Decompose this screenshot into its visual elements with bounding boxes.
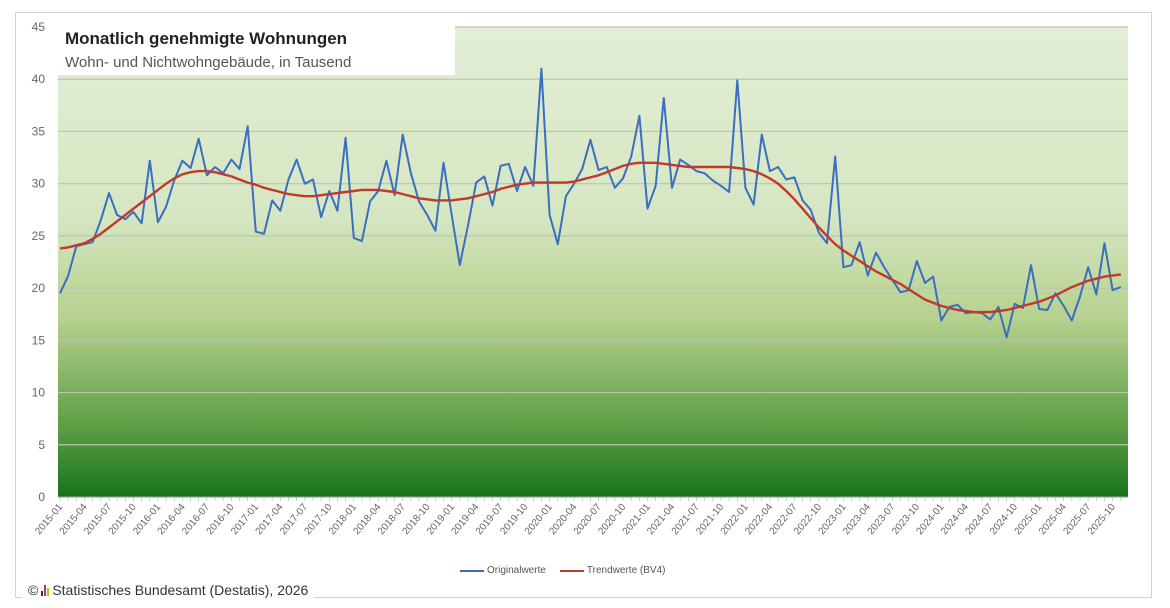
y-tick-label: 25 [32,229,46,243]
legend-label: Originalwerte [487,565,546,576]
plot-area [58,27,1128,497]
y-tick-label: 40 [32,72,46,86]
legend-swatch-red [559,569,584,572]
y-tick-label: 35 [32,124,46,138]
chart-title: Monatlich genehmigte Wohnungen [65,29,348,48]
title-box: Monatlich genehmigte Wohnungen Wohn- und… [58,26,455,75]
legend-label: Trendwerte (BV4) [586,565,666,576]
y-tick-label: 5 [38,438,45,452]
y-tick-label: 0 [38,490,45,504]
legend: Originalwerte Trendwerte (BV4) [460,565,665,576]
legend-item-trendwerte: Trendwerte (BV4) [559,565,666,576]
y-tick-label: 45 [32,20,46,34]
destatis-logo-icon [41,584,50,596]
source-text: Statistisches Bundesamt (Destatis), 2026 [52,582,309,598]
y-tick-label: 15 [32,333,46,347]
chart-subtitle: Wohn- und Nichtwohngebäude, in Tausend [65,54,352,71]
chart-frame [15,12,1152,598]
legend-item-originalwerte: Originalwerte [460,565,546,576]
y-tick-label: 10 [32,386,46,400]
y-tick-label: 30 [32,177,46,191]
source-footer: © Statistisches Bundesamt (Destatis), 20… [22,582,315,598]
y-tick-label: 20 [32,281,46,295]
legend-swatch-blue [460,569,484,572]
copyright-symbol: © [28,582,39,598]
